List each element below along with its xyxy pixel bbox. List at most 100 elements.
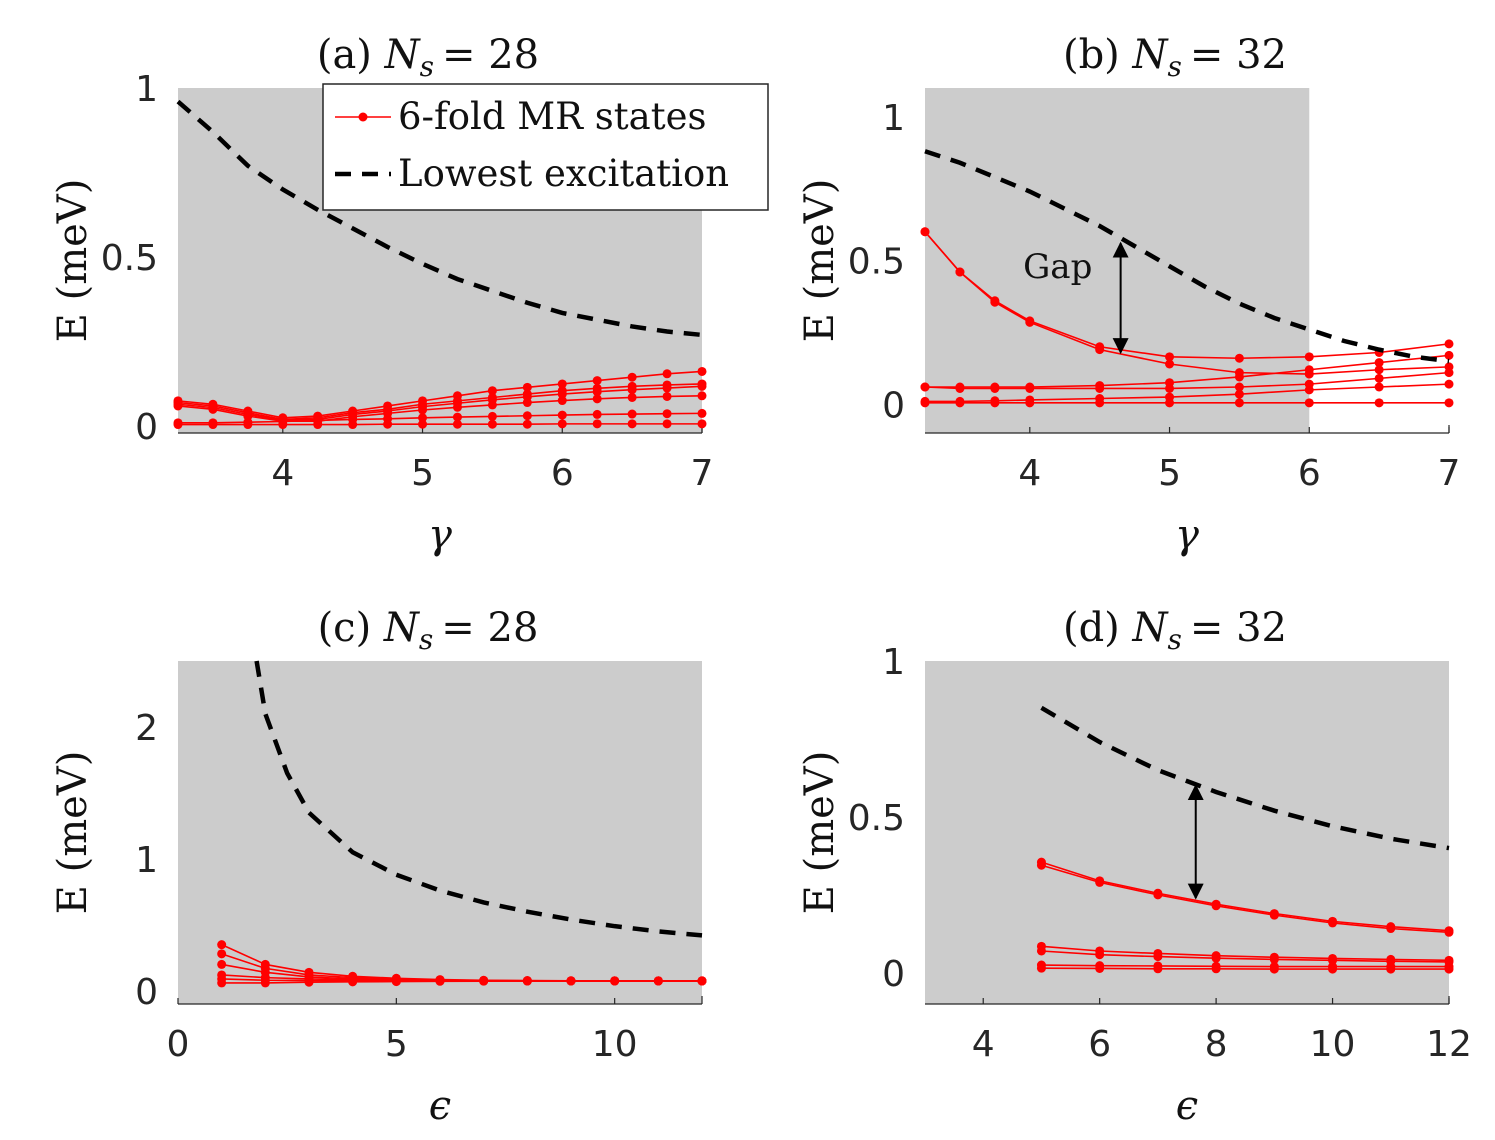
mr-data-point (697, 408, 707, 418)
mr-data-point (522, 411, 532, 421)
chart-title: (a) Ns = 28 (317, 32, 539, 83)
mr-series-line-2 (924, 231, 1450, 375)
x-axis-label: γ (1175, 512, 1199, 558)
title-var: N (384, 32, 422, 78)
y-tick-label: 1 (135, 840, 158, 881)
mr-data-point (1211, 901, 1221, 911)
panel-a: 4 5 6 7 0 0.5 1 (a) Ns = 28 γ E (meV) 6-fold MR sta… (50, 32, 769, 558)
mr-data-point (697, 366, 707, 376)
mr-data-point (592, 419, 602, 429)
mr-series-line-6 (221, 980, 702, 984)
mr-data-point (1444, 379, 1454, 389)
mr-data-point (173, 420, 183, 430)
y-axis-label: E (meV) (50, 751, 96, 915)
mr-data-point (1211, 953, 1221, 963)
mr-series-line-6 (1041, 967, 1449, 970)
mr-data-point (662, 419, 672, 429)
mr-data-point (662, 369, 672, 379)
mr-data-point (662, 391, 672, 401)
mr-series-line-2 (177, 383, 703, 421)
mr-data-point (627, 385, 637, 395)
mr-data-point (418, 413, 428, 423)
title-value: = 28 (442, 32, 539, 78)
title-prefix: (a) (317, 32, 385, 78)
mr-data-point (1234, 372, 1244, 382)
mr-data-point (522, 976, 532, 986)
mr-data-point (662, 383, 672, 393)
mr-series-line-2 (1041, 864, 1450, 934)
title-sub: s (420, 50, 434, 83)
y-tick-label: 1 (882, 642, 905, 683)
legend: 6-fold MR states Lowest excitation (322, 83, 769, 211)
mr-data-point (1269, 910, 1279, 920)
x-tick-label: 6 (551, 453, 574, 494)
mr-data-point (1386, 924, 1396, 934)
mr-data-point (627, 419, 637, 429)
y-axis-label: E (meV) (50, 179, 96, 343)
x-tick-label: 7 (691, 453, 714, 494)
mr-data-point (208, 420, 218, 430)
mr-data-point (217, 959, 227, 969)
mr-data-point (1304, 365, 1314, 375)
mr-data-point (1374, 365, 1384, 375)
mr-data-point (1165, 398, 1175, 408)
mr-data-point (697, 391, 707, 401)
mr-data-point (452, 419, 462, 429)
x-tick-label: 4 (271, 453, 294, 494)
excitation-line (254, 660, 703, 938)
mr-data-point (1095, 950, 1105, 960)
y-tick-label: 1 (882, 98, 905, 139)
mr-data-point (1304, 385, 1314, 395)
shaded-region (925, 661, 1449, 1004)
mr-data-point (487, 419, 497, 429)
mr-data-point (1374, 382, 1384, 392)
mr-data-point (1095, 398, 1105, 408)
mr-data-point (697, 976, 707, 986)
mr-data-point (627, 409, 637, 419)
mr-data-point (1036, 963, 1046, 973)
x-tick-label: 10 (1310, 1024, 1356, 1065)
excitation-line (1040, 705, 1450, 851)
mr-data-point (1304, 398, 1314, 408)
x-axis-label: γ (428, 512, 452, 558)
title-sub: s (1168, 50, 1182, 83)
mr-data-point (418, 419, 428, 429)
mr-data-point (1165, 352, 1175, 362)
mr-data-point (557, 419, 567, 429)
mr-data-point (920, 398, 930, 408)
mr-data-point (1269, 964, 1279, 974)
mr-data-point (217, 978, 227, 988)
mr-data-point (1328, 964, 1338, 974)
mr-series-line-3 (177, 385, 703, 421)
mr-data-point (592, 409, 602, 419)
mr-data-point (1153, 952, 1163, 962)
mr-data-point (1095, 963, 1105, 973)
y-axis-label: E (meV) (797, 179, 843, 343)
mr-data-point (1025, 383, 1035, 393)
mr-data-point (1374, 358, 1384, 368)
mr-series-line-4 (177, 394, 703, 422)
mr-series-line-3 (925, 354, 1450, 388)
mr-data-point (348, 977, 358, 987)
title-prefix: (b) (1063, 32, 1133, 78)
legend-mr-swatch-marker (358, 112, 368, 122)
mr-data-point (1234, 389, 1244, 399)
mr-data-point (653, 976, 663, 986)
mr-data-point (557, 396, 567, 406)
mr-data-point (1269, 954, 1279, 964)
mr-data-point (1165, 383, 1175, 393)
mr-data-point (990, 297, 1000, 307)
title-var: N (1132, 605, 1170, 651)
x-tick-label: 5 (385, 1024, 408, 1065)
x-tick-label: 7 (1438, 453, 1461, 494)
mr-series-line-4 (1041, 950, 1450, 963)
mr-data-point (260, 978, 270, 988)
mr-data-point (208, 404, 218, 414)
mr-data-point (1234, 382, 1244, 392)
mr-data-point (1095, 383, 1105, 393)
mr-data-point (1444, 339, 1454, 349)
mr-data-point (592, 394, 602, 404)
x-tick-label: 5 (1158, 453, 1181, 494)
title-var: N (383, 605, 421, 651)
